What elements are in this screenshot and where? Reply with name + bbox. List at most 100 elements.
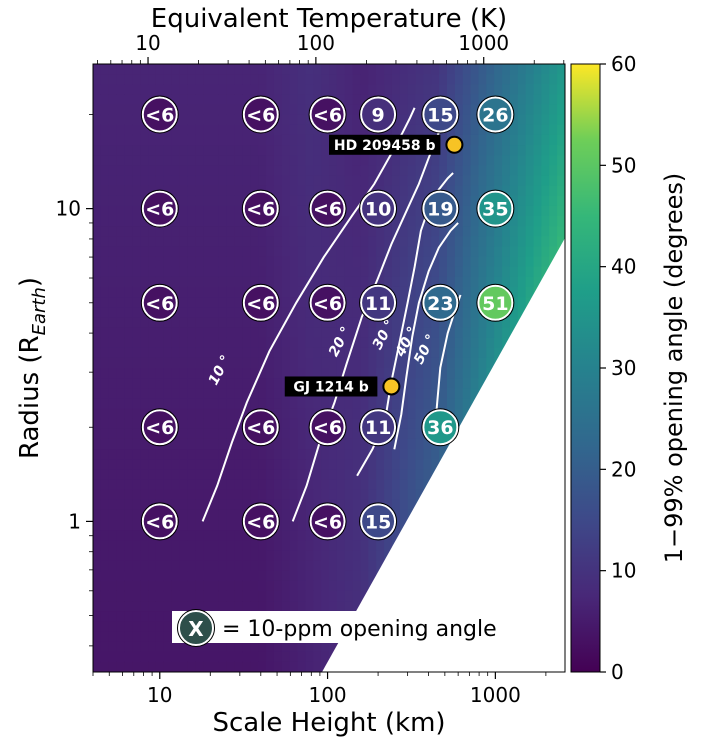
heatmap-cell — [376, 246, 385, 258]
opening-angle-marker — [141, 190, 178, 227]
legend: X = 10-ppm opening angle — [172, 609, 544, 647]
heatmap-cell — [242, 388, 251, 399]
heatmap-cell — [478, 134, 487, 146]
heatmap-cell — [155, 661, 165, 672]
heatmap-cell — [195, 449, 204, 460]
heatmap-cell — [218, 74, 228, 85]
heatmap-cell — [462, 317, 472, 329]
heatmap-cell — [155, 621, 165, 633]
heatmap-cell — [250, 165, 259, 177]
heatmap-cell — [234, 661, 244, 672]
heatmap-cell — [305, 530, 314, 541]
heatmap-cell — [250, 459, 259, 470]
heatmap-cell — [124, 134, 133, 146]
heatmap-cell — [344, 64, 354, 75]
heatmap-cell — [171, 266, 181, 278]
heatmap-cell — [258, 64, 267, 75]
heatmap-cell — [218, 195, 228, 207]
heatmap-cell — [203, 661, 212, 672]
heatmap-cell — [124, 601, 133, 612]
heatmap-cell — [242, 226, 251, 237]
heatmap-cell — [344, 540, 354, 551]
heatmap-cell — [93, 580, 102, 592]
heatmap-cell — [187, 165, 196, 177]
heatmap-cell — [431, 449, 440, 460]
heatmap-cell — [187, 216, 196, 227]
heatmap-cell — [155, 398, 165, 410]
heatmap-cell — [187, 438, 196, 450]
heatmap-cell — [242, 540, 251, 551]
heatmap-cell — [116, 347, 126, 359]
heatmap-cell — [124, 84, 133, 95]
opening-angle-marker-rim — [241, 95, 280, 134]
heatmap-cell — [148, 570, 157, 582]
heatmap-cell — [368, 449, 377, 460]
heatmap-cell — [423, 337, 432, 349]
heatmap-cell — [297, 347, 306, 359]
heatmap-cell — [132, 246, 141, 258]
heatmap-cell — [250, 661, 259, 672]
heatmap-cell — [242, 165, 251, 177]
heatmap-cell — [211, 560, 220, 572]
heatmap-cell — [281, 509, 291, 521]
heatmap-cell — [218, 530, 228, 541]
heatmap-cell — [415, 327, 424, 339]
heatmap-cell — [533, 276, 542, 288]
heatmap-cell — [541, 216, 550, 227]
heatmap-cell — [187, 195, 196, 207]
heatmap-cell — [297, 428, 306, 440]
heatmap-cell — [132, 357, 141, 369]
heatmap-cell — [211, 307, 220, 318]
heatmap-cell — [399, 185, 409, 197]
heatmap-cell — [336, 155, 346, 166]
heatmap-cell — [242, 74, 251, 85]
y-axis-label: Radius (REarth) — [15, 277, 50, 459]
heatmap-cell — [447, 124, 456, 136]
heatmap-cell — [148, 84, 157, 95]
heatmap-cell — [525, 205, 535, 217]
heatmap-cell — [399, 297, 409, 308]
heatmap-cell — [352, 94, 362, 106]
heatmap-cell — [281, 195, 291, 207]
heatmap-cell — [376, 155, 385, 166]
heatmap-cell — [203, 347, 212, 359]
heatmap-cell — [313, 236, 322, 247]
heatmap-cell — [211, 195, 220, 207]
heatmap-cell — [509, 307, 519, 318]
heatmap-cell — [163, 621, 173, 633]
heatmap-cell — [140, 479, 149, 491]
heatmap-cell — [297, 661, 306, 672]
heatmap-cell — [423, 317, 432, 329]
heatmap-cell — [454, 236, 464, 247]
heatmap-cell — [187, 327, 196, 339]
opening-angle-marker-rim — [359, 189, 398, 228]
heatmap-cell — [266, 337, 275, 349]
heatmap-cell — [321, 479, 330, 491]
heatmap-cell — [273, 276, 283, 288]
heatmap-cell — [108, 479, 118, 491]
heatmap-cell — [258, 327, 267, 339]
heatmap-cell — [439, 64, 448, 75]
heatmap-cell — [494, 84, 503, 95]
heatmap-cell — [399, 94, 409, 106]
heatmap-cell — [211, 165, 220, 177]
heatmap-cell — [124, 357, 133, 369]
heatmap-cell — [447, 266, 456, 278]
heatmap-cell — [486, 74, 495, 85]
heatmap-cell — [258, 276, 267, 288]
heatmap-cell — [132, 165, 141, 177]
heatmap-cell — [218, 297, 228, 308]
opening-angle-marker-rim — [241, 502, 280, 541]
heatmap-cell — [218, 276, 228, 288]
heatmap-cell — [242, 276, 251, 288]
heatmap-cell — [281, 165, 291, 177]
heatmap-cell — [352, 438, 362, 450]
heatmap-cell — [108, 74, 118, 85]
heatmap-cell — [116, 94, 126, 106]
heatmap-cell — [179, 449, 188, 460]
heatmap-cell — [431, 236, 440, 247]
heatmap-cell — [462, 347, 472, 359]
heatmap-cell — [525, 266, 535, 278]
heatmap-cell — [124, 540, 133, 551]
heatmap-cell — [187, 469, 196, 481]
